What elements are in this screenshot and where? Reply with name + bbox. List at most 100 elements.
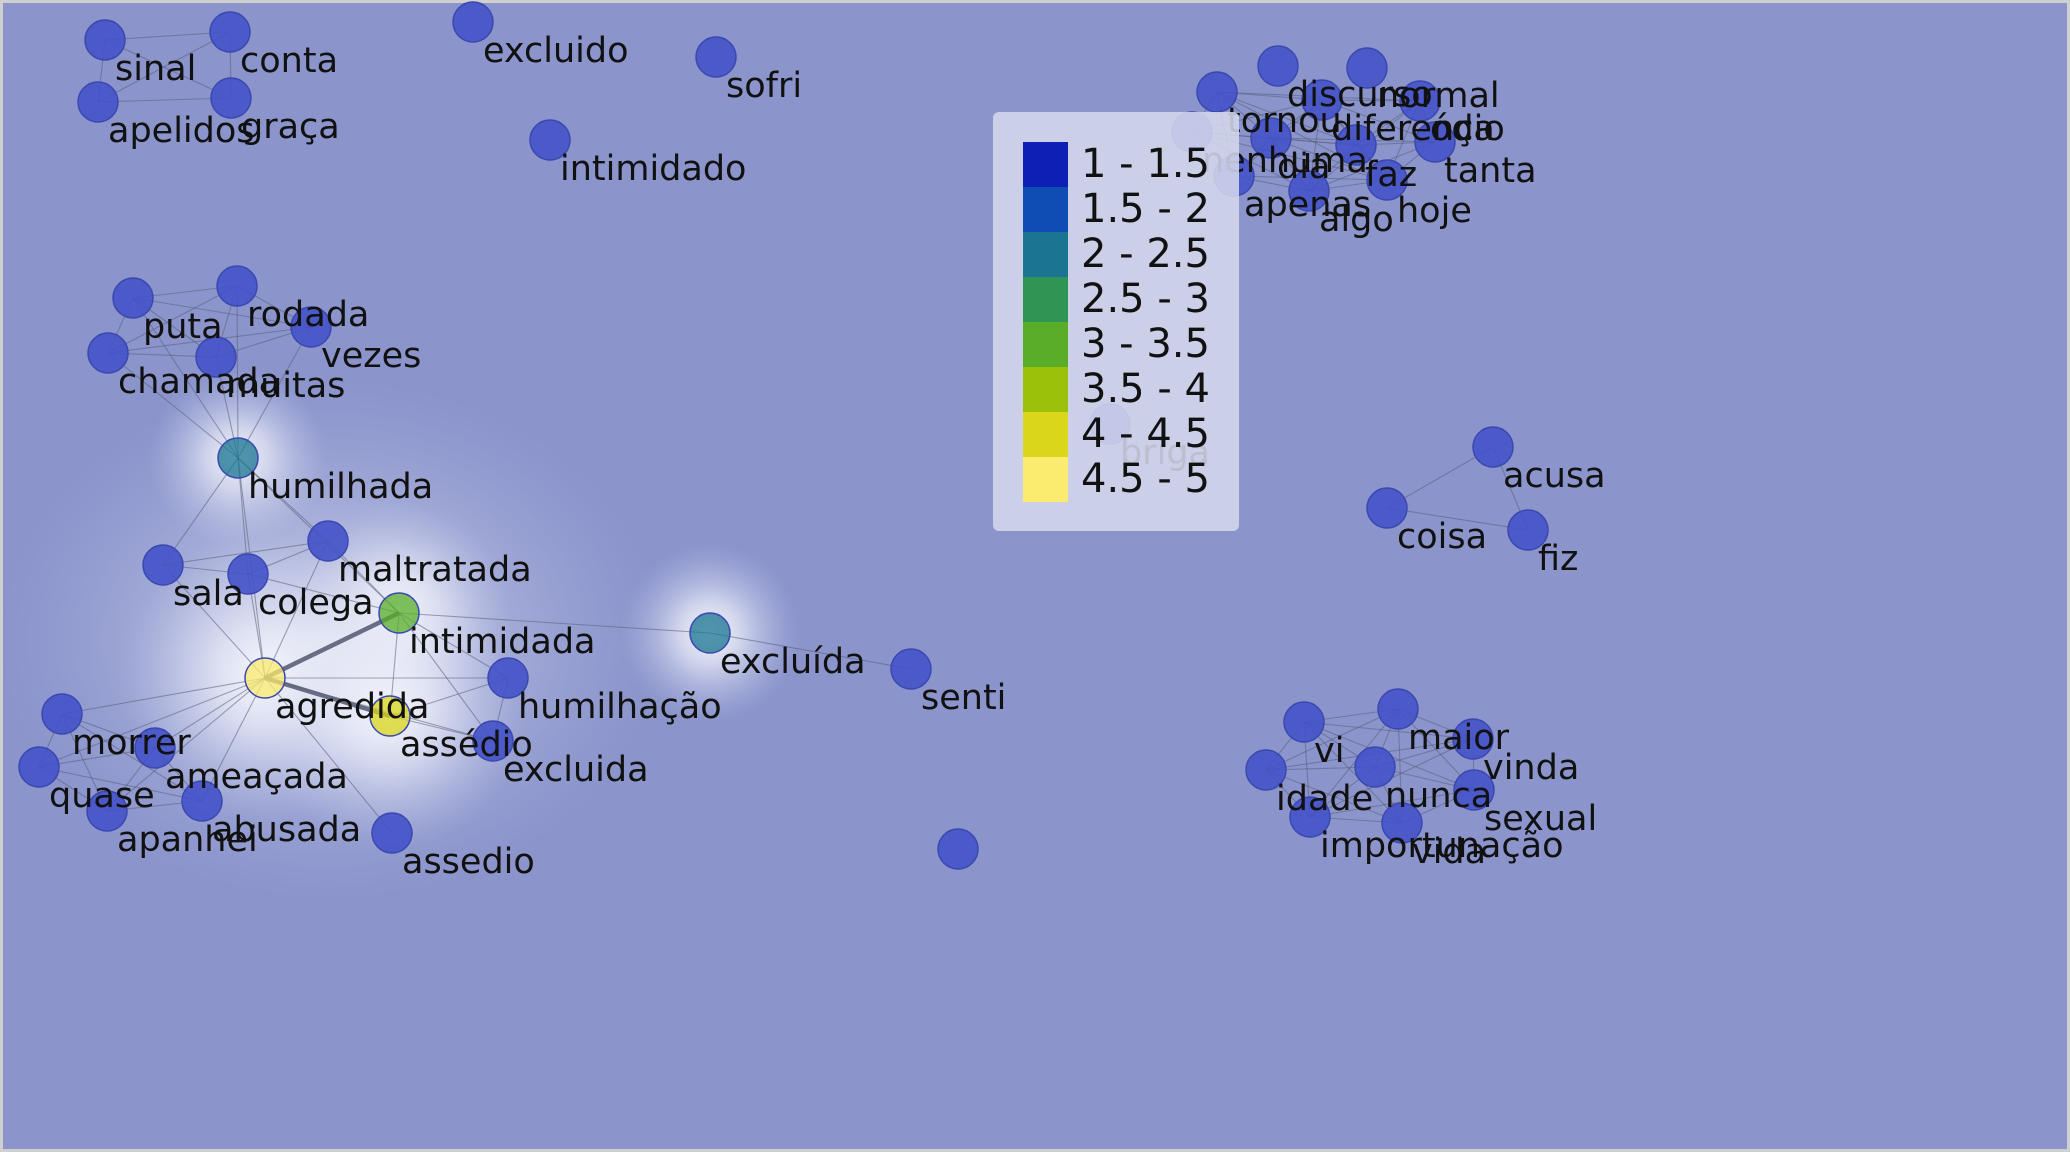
node-label-acusa: acusa [1503, 456, 1606, 496]
node-sala[interactable] [142, 544, 184, 586]
node-excluido[interactable] [452, 1, 494, 43]
node-faz[interactable] [1366, 159, 1408, 201]
node-dia[interactable] [1250, 117, 1292, 159]
node-ameacada[interactable] [134, 727, 176, 769]
edge-agredida-ameacada [154, 677, 266, 749]
node-sexual[interactable] [1453, 769, 1495, 811]
edge-agredida-morrer [61, 677, 266, 715]
node-label-faz: faz [1365, 155, 1417, 195]
node-puta[interactable] [112, 277, 154, 319]
legend-row-8: 4.5 - 5 [1023, 457, 1233, 502]
node-humilhada[interactable] [217, 437, 259, 479]
node-nunca[interactable] [1354, 746, 1396, 788]
node-apanhei[interactable] [86, 790, 128, 832]
node-label-humilhacao: humilhação [518, 687, 722, 727]
node-label-nunca: nunca [1385, 776, 1492, 816]
node-idade[interactable] [1245, 749, 1287, 791]
node-label-vinda: vinda [1483, 748, 1579, 788]
edge-humilhada-rodada [236, 285, 239, 459]
node-apelidos[interactable] [77, 81, 119, 123]
node-label-maltratada: maltratada [338, 550, 532, 590]
edge-vi-vida [1303, 721, 1403, 824]
node-normal[interactable] [1399, 80, 1441, 122]
node-intimidada[interactable] [378, 592, 420, 634]
legend-row-1: 1 - 1.5 [1023, 142, 1233, 187]
node-graca[interactable] [210, 77, 252, 119]
legend-label-8: 4.5 - 5 [1081, 456, 1210, 502]
node-label-excluido: excluido [483, 31, 629, 71]
node-fiz[interactable] [1507, 509, 1549, 551]
node-label-coisa: coisa [1397, 517, 1487, 557]
legend-swatch-5 [1023, 322, 1068, 367]
node-label-vida: vida [1412, 832, 1486, 872]
node-muitas[interactable] [195, 336, 237, 378]
node-vi[interactable] [1283, 701, 1325, 743]
node-label-graca: graça [241, 107, 340, 147]
edge-sinal-conta [104, 31, 231, 41]
node-label-maior: maior [1408, 718, 1510, 758]
node-label-rodada: rodada [247, 295, 369, 335]
node-vezes[interactable] [290, 306, 332, 348]
edge-agredida-apanhei [106, 677, 266, 812]
edge-sala-agredida [162, 564, 266, 679]
node-agredida[interactable] [244, 657, 286, 699]
node-conta[interactable] [209, 11, 251, 53]
node-unlabeled_bottom[interactable] [937, 828, 979, 870]
node-chamada[interactable] [87, 332, 129, 374]
node-label-hoje: hoje [1397, 191, 1472, 231]
node-assedio[interactable] [371, 812, 413, 854]
node-acusa[interactable] [1472, 426, 1514, 468]
node-label-puta: puta [143, 307, 223, 347]
node-vinda[interactable] [1452, 718, 1494, 760]
legend-row-6: 3.5 - 4 [1023, 367, 1233, 412]
edge-agredida-abusada [201, 677, 266, 802]
node-importunacao[interactable] [1289, 796, 1331, 838]
node-coisa[interactable] [1366, 487, 1408, 529]
node-label-vezes: vezes [321, 336, 421, 376]
node-humilhacao[interactable] [487, 657, 529, 699]
node-maltratada[interactable] [307, 520, 349, 562]
node-maior[interactable] [1377, 688, 1419, 730]
legend-row-7: 4 - 4.5 [1023, 412, 1233, 457]
edge-vi-vinda [1303, 721, 1474, 740]
node-sofri[interactable] [695, 36, 737, 78]
edge-quase-abusada [38, 766, 203, 802]
node-morrer[interactable] [41, 693, 83, 735]
node-algo[interactable] [1288, 170, 1330, 212]
node-rodada[interactable] [216, 265, 258, 307]
node-label-intimidada: intimidada [409, 622, 596, 662]
legend-label-3: 2 - 2.5 [1081, 231, 1210, 277]
edge-humilhada-chamada [107, 352, 239, 459]
legend-swatch-1 [1023, 142, 1068, 187]
edge-idade-vida [1265, 769, 1403, 824]
node-sinal[interactable] [84, 19, 126, 61]
node-excluida[interactable] [472, 720, 514, 762]
node-label-muitas: muitas [226, 366, 345, 406]
edge-humilhada-puta [132, 297, 239, 459]
color-legend: 1 - 1.5 1.5 - 2 2 - 2.5 2.5 - 3 3 - 3.5 … [993, 112, 1239, 531]
node-label-ameacada: ameaçada [165, 757, 348, 797]
node-diferenca[interactable] [1335, 124, 1377, 166]
node-excluida_acc[interactable] [689, 612, 731, 654]
node-label-excluida_acc: excluída [720, 642, 866, 682]
node-hoje[interactable] [1257, 45, 1299, 87]
node-discurso[interactable] [1301, 79, 1343, 121]
node-quase[interactable] [18, 746, 60, 788]
node-label-tornou: tornou [1227, 101, 1342, 141]
node-assedio_acc[interactable] [369, 695, 411, 737]
node-label-odio: ódio [1430, 109, 1505, 149]
legend-label-7: 4 - 4.5 [1081, 411, 1210, 457]
node-odio[interactable] [1414, 121, 1456, 163]
edge-intimidada-humilhacao [398, 612, 509, 679]
node-abusada[interactable] [181, 780, 223, 822]
node-label-excluida: excluida [503, 750, 649, 790]
node-intimidado[interactable] [529, 119, 571, 161]
edge-apelidos-conta [97, 31, 231, 103]
node-label-agredida: agredida [275, 687, 429, 727]
node-senti[interactable] [890, 648, 932, 690]
node-colega[interactable] [227, 553, 269, 595]
node-vida[interactable] [1381, 802, 1423, 844]
node-tanta[interactable] [1346, 47, 1388, 89]
node-label-assedio: assedio [402, 842, 535, 882]
edge-excluida_acc-senti [709, 632, 912, 670]
